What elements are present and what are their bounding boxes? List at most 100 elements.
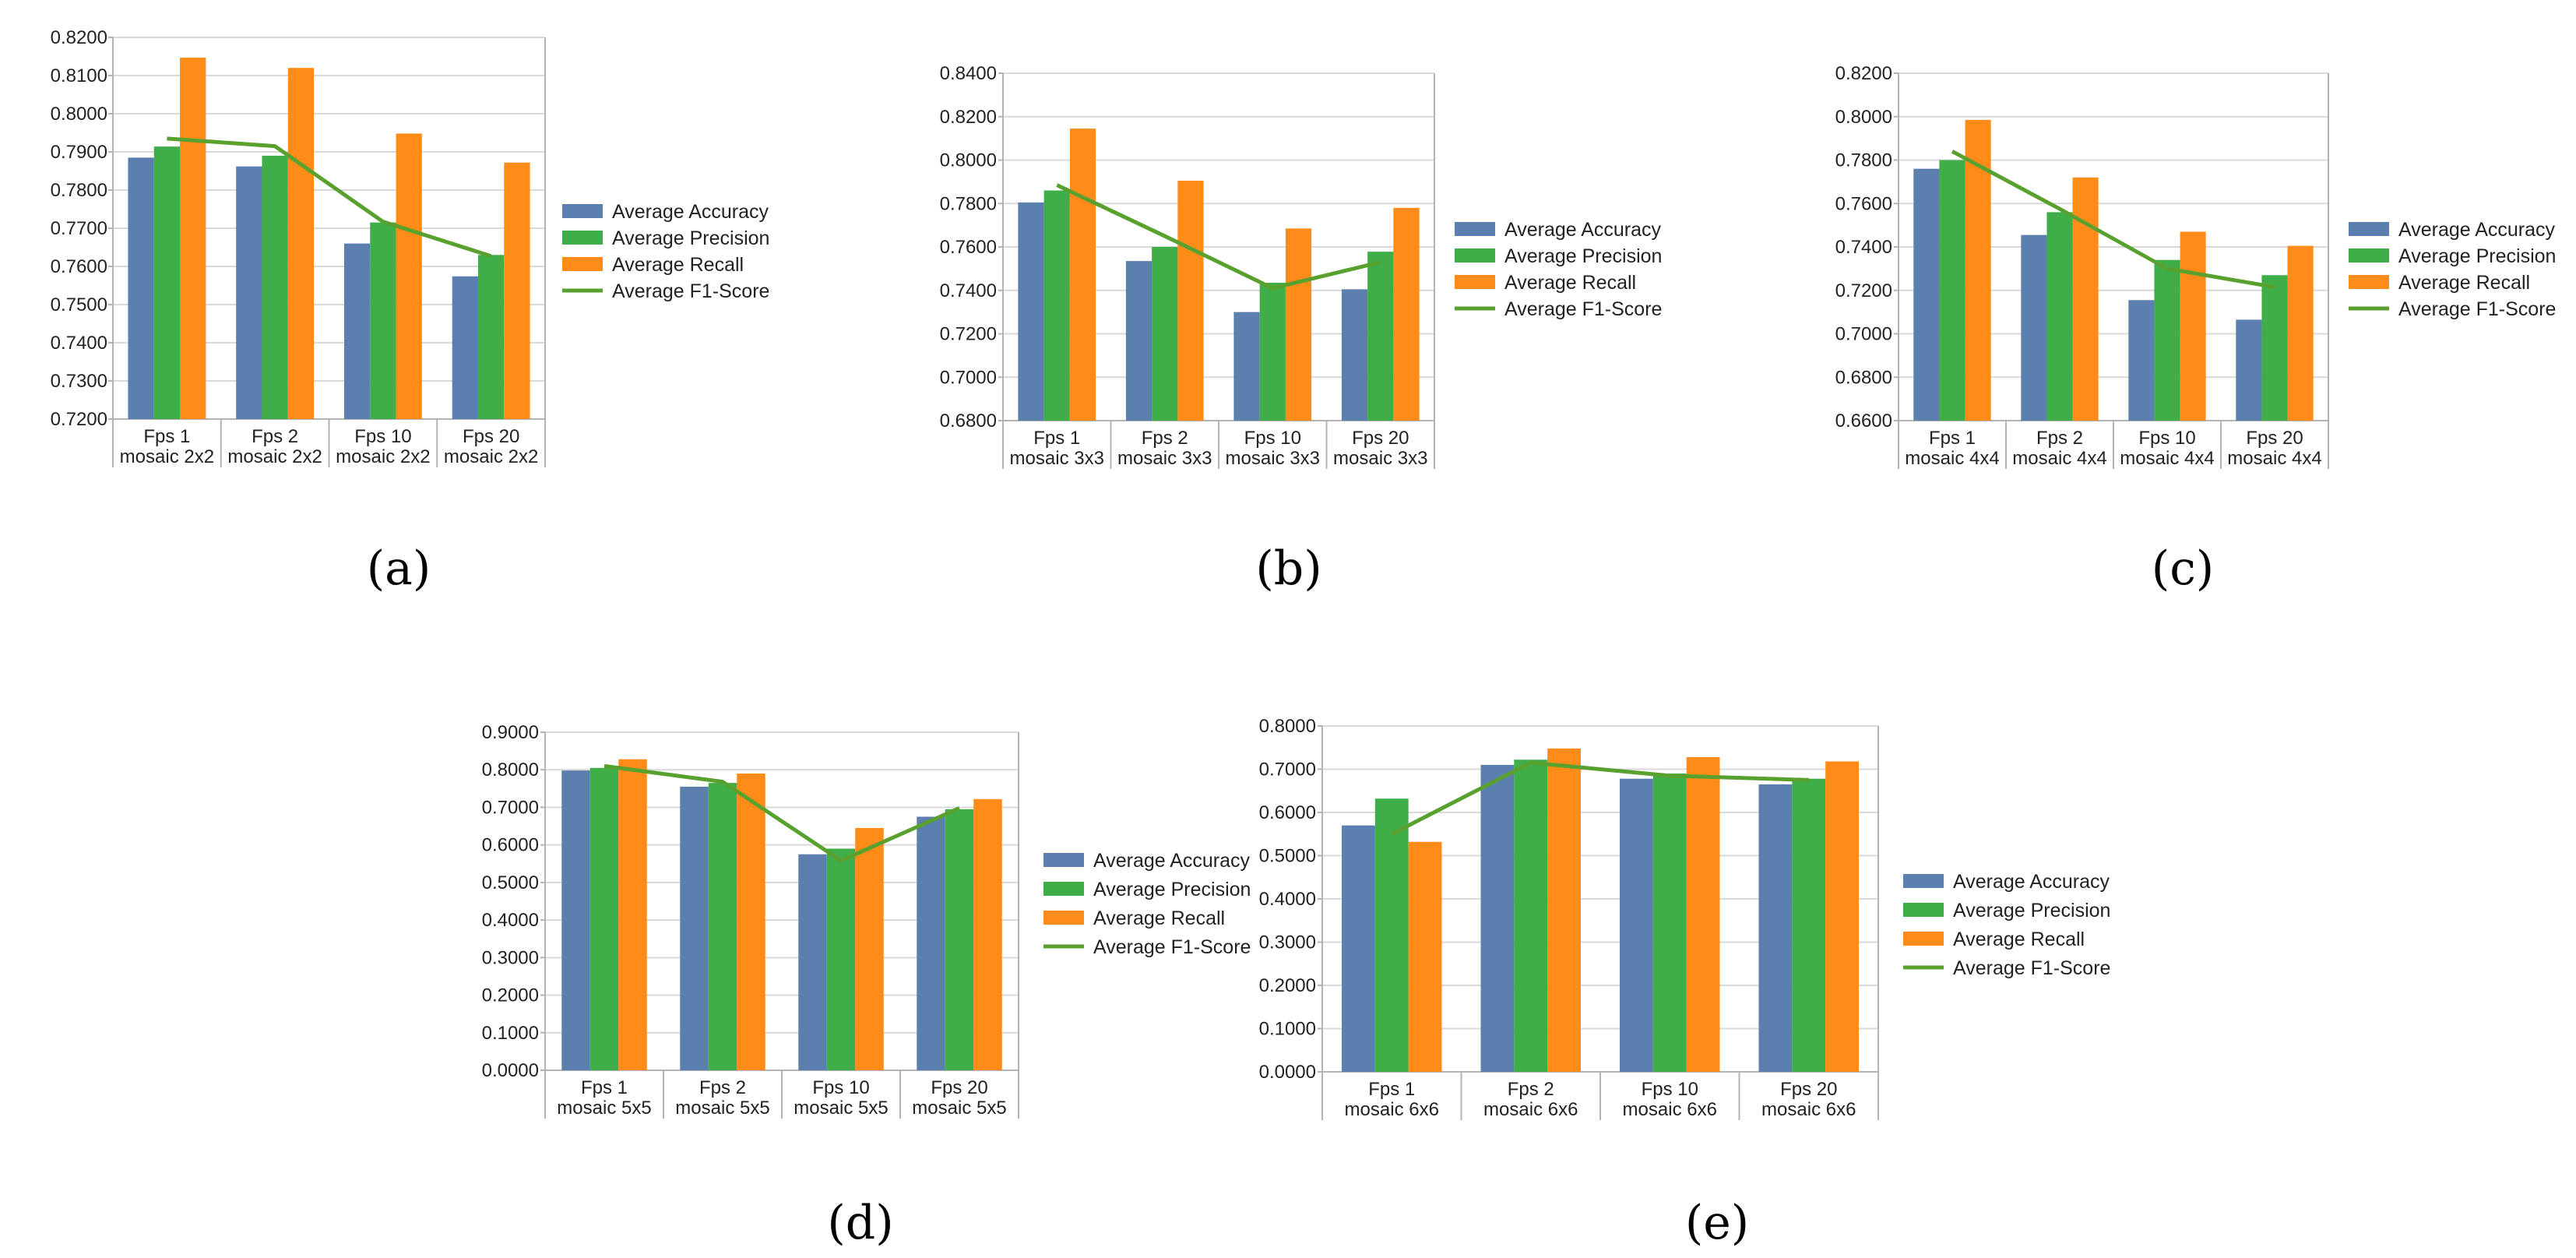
legend-swatch-precision bbox=[1903, 903, 1944, 917]
bar-accuracy bbox=[1480, 764, 1515, 1072]
y-tick-label: 0.7700 bbox=[51, 218, 107, 239]
x-category-sublabel: mosaic 6x6 bbox=[1483, 1099, 1578, 1120]
y-tick-label: 0.7800 bbox=[1835, 150, 1892, 171]
bar-precision bbox=[1367, 252, 1394, 421]
x-category-sublabel: mosaic 5x5 bbox=[675, 1098, 769, 1119]
y-tick-label: 0.8000 bbox=[51, 104, 107, 125]
bar-accuracy bbox=[1018, 202, 1044, 421]
x-category-sublabel: mosaic 5x5 bbox=[794, 1098, 888, 1119]
y-tick-label: 0.6000 bbox=[1259, 802, 1316, 823]
bar-recall bbox=[396, 133, 422, 420]
line-f1-score bbox=[1391, 760, 1809, 836]
bar-precision bbox=[370, 222, 396, 419]
legend-swatch-accuracy bbox=[1455, 222, 1495, 236]
y-tick-label: 0.7000 bbox=[1259, 759, 1316, 781]
bar-accuracy bbox=[798, 854, 827, 1070]
bar-recall bbox=[2287, 245, 2314, 421]
x-category-sublabel: mosaic 4x4 bbox=[2227, 448, 2321, 469]
bar-precision bbox=[1043, 190, 1070, 421]
y-tick-label: 0.6800 bbox=[1835, 367, 1892, 388]
x-category-label: Fps 1 bbox=[143, 426, 190, 447]
bar-accuracy bbox=[1619, 778, 1653, 1072]
line-f1-score bbox=[1951, 150, 2275, 290]
bar-precision bbox=[1514, 759, 1548, 1072]
bar-recall bbox=[1547, 748, 1582, 1072]
bar-accuracy bbox=[2236, 319, 2262, 421]
legend-swatch-accuracy bbox=[2349, 222, 2389, 236]
line-f1-score bbox=[604, 763, 961, 863]
x-category-sublabel: mosaic 5x5 bbox=[557, 1098, 651, 1119]
panel-label: (d) bbox=[827, 1196, 893, 1250]
bar-accuracy bbox=[1913, 168, 1940, 421]
y-tick-label: 0.7300 bbox=[51, 371, 107, 392]
bar-precision bbox=[2261, 275, 2288, 421]
y-tick-label: 0.4000 bbox=[482, 910, 539, 931]
x-category-label: Fps 1 bbox=[1929, 428, 1976, 449]
legend-label: Average Recall bbox=[1504, 272, 1636, 294]
y-tick-label: 0.6600 bbox=[1835, 411, 1892, 432]
x-category-label: Fps 20 bbox=[1352, 428, 1409, 449]
y-tick-label: 0.7800 bbox=[51, 180, 107, 201]
legend-swatch-accuracy bbox=[1043, 853, 1084, 867]
x-category-label: Fps 1 bbox=[1368, 1079, 1415, 1100]
legend-label: Average Recall bbox=[612, 254, 744, 276]
x-category-sublabel: mosaic 4x4 bbox=[2012, 448, 2106, 469]
x-category-sublabel: mosaic 2x2 bbox=[227, 446, 322, 467]
y-tick-label: 0.7000 bbox=[940, 367, 997, 388]
legend-label: Average Recall bbox=[2398, 272, 2530, 294]
y-tick-label: 0.1000 bbox=[1259, 1019, 1316, 1040]
bar-recall bbox=[180, 57, 206, 419]
bar-accuracy bbox=[1125, 261, 1153, 421]
x-category-label: Fps 2 bbox=[699, 1077, 746, 1098]
chart-panel: 0.0000 0.1000 0.2000 0.3000 0.4000 0.5000 0.60… bbox=[482, 722, 1251, 1250]
bar-accuracy bbox=[236, 166, 262, 419]
legend-label: Average Accuracy bbox=[612, 201, 769, 223]
bar-accuracy bbox=[2021, 234, 2047, 421]
y-tick-label: 0.7200 bbox=[51, 409, 107, 430]
y-tick-label: 0.8200 bbox=[1835, 63, 1892, 84]
legend-label: Average Accuracy bbox=[2398, 219, 2556, 241]
y-tick-label: 0.2000 bbox=[482, 985, 539, 1006]
bar-accuracy bbox=[128, 157, 154, 419]
y-tick-label: 0.7000 bbox=[482, 797, 539, 818]
panel-label: (b) bbox=[1255, 541, 1321, 596]
legend-swatch-recall bbox=[1043, 911, 1084, 925]
legend-swatch-precision bbox=[2349, 248, 2389, 263]
bar-precision bbox=[708, 783, 737, 1070]
bar-recall bbox=[287, 68, 315, 419]
x-category-label: Fps 2 bbox=[2036, 428, 2083, 449]
x-category-sublabel: mosaic 2x2 bbox=[444, 446, 538, 467]
legend-label: Average Precision bbox=[1953, 900, 2110, 921]
x-category-label: Fps 10 bbox=[2138, 428, 2195, 449]
y-tick-label: 0.7600 bbox=[51, 256, 107, 277]
x-category-label: Fps 2 bbox=[252, 426, 298, 447]
panel-label: (a) bbox=[367, 541, 431, 596]
x-category-label: Fps 2 bbox=[1142, 428, 1188, 449]
bar-accuracy bbox=[680, 786, 709, 1070]
legend-label: Average F1-Score bbox=[2398, 298, 2556, 320]
legend-label: Average Recall bbox=[1953, 929, 2085, 950]
x-category-sublabel: mosaic 5x5 bbox=[912, 1098, 1006, 1119]
y-tick-label: 0.3000 bbox=[1259, 932, 1316, 953]
chart-panel: 0.0000 0.1000 0.2000 0.3000 0.4000 0.5000 0.60… bbox=[1259, 716, 2111, 1250]
y-tick-label: 0.8000 bbox=[1259, 716, 1316, 737]
x-category-sublabel: mosaic 3x3 bbox=[1010, 448, 1104, 469]
bar-accuracy bbox=[561, 770, 590, 1070]
bar-accuracy bbox=[2128, 300, 2155, 421]
x-category-label: Fps 20 bbox=[931, 1077, 987, 1098]
bar-precision bbox=[945, 809, 974, 1070]
chart-panel: 0.6600 0.6800 0.7000 0.7200 0.7400 0.7600 0.78… bbox=[1835, 63, 2557, 596]
bar-recall bbox=[2180, 231, 2206, 421]
bar-accuracy bbox=[1758, 784, 1793, 1072]
legend-swatch-precision bbox=[1455, 248, 1495, 263]
x-category-sublabel: mosaic 6x6 bbox=[1345, 1099, 1439, 1120]
line-f1-score bbox=[1056, 183, 1381, 291]
legend-label: Average Precision bbox=[1093, 879, 1251, 900]
y-tick-label: 0.7600 bbox=[940, 237, 997, 258]
y-tick-label: 0.8400 bbox=[940, 63, 997, 84]
legend-label: Average F1-Score bbox=[1953, 957, 2110, 979]
y-tick-label: 0.8000 bbox=[1835, 107, 1892, 128]
bar-recall bbox=[618, 759, 647, 1070]
bar-precision bbox=[2154, 259, 2180, 421]
y-tick-label: 0.7600 bbox=[1835, 193, 1892, 214]
